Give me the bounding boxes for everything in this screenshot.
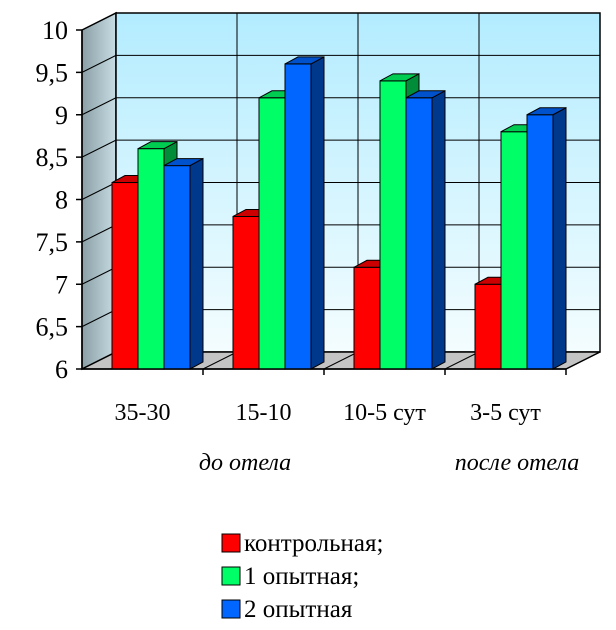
legend-swatch <box>221 566 241 586</box>
gridline-side <box>81 139 117 158</box>
legend-swatch <box>221 599 241 619</box>
gridline-side <box>81 266 117 285</box>
y-tick-label: 7 <box>55 270 68 299</box>
y-tick-label: 6,5 <box>36 313 69 342</box>
legend: контрольная; 1 опытная; 2 опытная <box>221 530 383 623</box>
gridline-side <box>81 309 117 328</box>
legend-label: 1 опытная; <box>244 563 359 590</box>
floor-divider <box>202 351 238 370</box>
floor-divider <box>323 351 359 370</box>
gridline-side <box>81 224 117 243</box>
category-group-label: после отела <box>455 450 580 476</box>
bar <box>163 157 204 370</box>
gridline-side <box>81 97 117 116</box>
y-tick-label: 9,5 <box>36 58 69 87</box>
y-tick-label: 8,5 <box>36 143 69 172</box>
bar <box>405 89 446 370</box>
y-tick-label: 8 <box>55 186 68 215</box>
y-tick-label: 10 <box>42 16 68 45</box>
y-tick-label: 7,5 <box>36 228 69 257</box>
y-tick-label: 6 <box>55 355 68 384</box>
x-tick-label: 10-5 сут <box>343 400 426 426</box>
x-tick-label: 15-10 <box>236 400 292 426</box>
y-tick-label: 9 <box>55 101 68 130</box>
bar <box>284 56 325 370</box>
x-tick-label: 35-30 <box>115 400 171 426</box>
category-group-label: до отела <box>199 450 291 476</box>
bar <box>526 106 567 370</box>
gridline-side <box>81 54 117 73</box>
legend-label: 2 опытная <box>244 596 353 623</box>
floor-divider <box>444 351 480 370</box>
legend-label: контрольная; <box>244 530 383 557</box>
x-tick-label: 3-5 сут <box>470 400 541 426</box>
gridline-side <box>81 182 117 200</box>
legend-swatch <box>221 533 241 553</box>
